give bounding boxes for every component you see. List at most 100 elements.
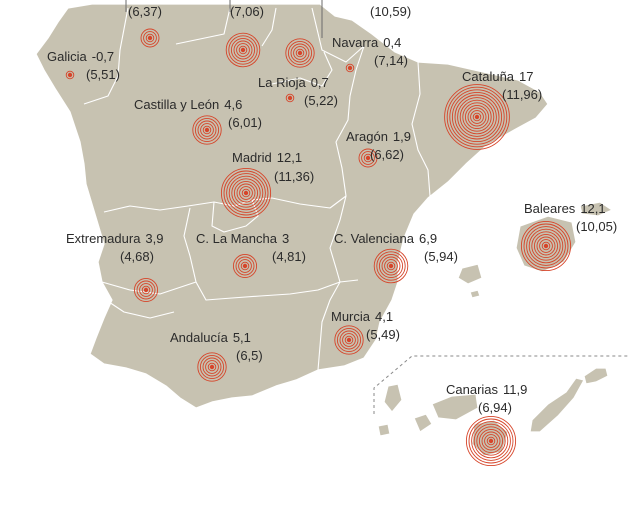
region-value-pais-vasco: (10,59) [370,4,411,19]
region-value-extremadura: (4,68) [120,249,154,264]
marker-ring [239,186,253,200]
marker-galicia [65,70,75,80]
region-growth: 5,1 [233,330,251,345]
region-growth: 0,4 [383,35,401,50]
marker-ring [295,48,305,58]
marker-ring [446,86,508,148]
region-value-galicia: (5,51) [86,67,120,82]
region-border-11 [101,281,197,295]
region-label-c-la-mancha: C. La Mancha 3 [196,231,289,246]
marker-ring [451,91,503,143]
marker-baleares [520,220,572,272]
marker-ring [344,335,354,345]
region-border-13 [105,299,175,319]
marker-ring [202,357,222,377]
region-label-c-valenciana: C. Valenciana 6,9 [334,231,437,246]
marker-ring [200,123,214,137]
marker-ring [290,43,310,63]
marker-ring [533,233,559,259]
marker-ring [481,431,501,451]
region-label-extremadura: Extremadura 3,9 [66,231,164,246]
marker-ring [233,180,259,206]
marker-ring [240,261,250,271]
region-border-2 [175,7,231,45]
region-growth: 3,9 [145,231,163,246]
region-growth: 1,9 [393,129,411,144]
region-growth: -0,7 [92,49,114,64]
region-name: Cataluña [462,69,515,84]
marker-center [346,337,352,343]
marker-center [240,47,246,53]
marker-ring [241,188,251,198]
marker-ring [233,40,253,60]
marker-ring [472,112,482,122]
marker-ring [444,84,510,150]
marker-ring [207,362,217,372]
marker-ring [285,38,315,68]
region-value-c-valenciana: (5,94) [424,249,458,264]
region-name: Galicia [47,49,88,64]
marker-ring [220,167,272,219]
marker-ring [376,251,406,281]
marker-ring [523,223,569,269]
fuerteventura-shape [529,377,585,433]
marker-ring [384,259,398,273]
marker-ring [336,327,362,353]
region-name: Canarias [446,382,499,397]
lanzarote-shape [583,367,609,385]
marker-c-la-mancha [232,253,258,279]
marker-ring [454,94,500,140]
region-label-canarias: Canarias 11,9 [446,382,527,397]
marker-ring [285,93,295,103]
marker-ring [361,151,375,165]
marker-center [474,114,480,120]
region-growth: 0,7 [311,75,329,90]
marker-ring [133,277,159,303]
region-value-baleares: (10,05) [576,219,617,234]
marker-ring [486,436,496,446]
marker-la-rioja [285,93,295,103]
marker-asturias [140,28,160,48]
region-value-aragon: (6,62) [370,147,404,162]
region-border-1 [83,7,129,105]
region-growth: 17 [519,69,533,84]
marker-ring [358,148,378,168]
marker-cantabria [225,32,261,68]
marker-ring [192,115,222,145]
marker-center [365,155,371,161]
tenerife-shape [431,393,479,421]
marker-castilla-leon [192,115,222,145]
marker-ring [238,45,248,55]
canarias-inset-frame [373,355,630,414]
marker-ring [536,236,556,256]
marker-cataluna [444,84,510,150]
region-label-navarra: Navarra 0,4 [332,35,401,50]
marker-center [388,263,394,269]
marker-ring [197,120,217,140]
marker-ring [199,354,225,380]
region-value-navarra: (7,14) [374,53,408,68]
marker-center [67,72,73,78]
marker-ring [228,35,258,65]
marker-c-valenciana [373,248,409,284]
region-border-4 [311,7,365,63]
region-value-cantabria: (7,06) [230,4,264,19]
marker-center [243,190,249,196]
marker-ring [236,43,250,57]
region-value-asturias: (6,37) [128,4,162,19]
la-palma-shape [383,383,403,413]
marker-ring [528,228,564,264]
marker-ring [139,283,153,297]
marker-ring [373,248,409,284]
marker-ring [140,28,160,48]
marker-andalucia [197,352,227,382]
menorca-shape [579,201,613,217]
marker-ring [467,107,487,127]
el-hierro-shape [377,423,391,437]
marker-ring [293,46,307,60]
region-growth: 4,6 [224,97,242,112]
region-name: Baleares [524,201,576,216]
marker-center [143,287,149,293]
region-label-madrid: Madrid 12,1 [232,150,302,165]
